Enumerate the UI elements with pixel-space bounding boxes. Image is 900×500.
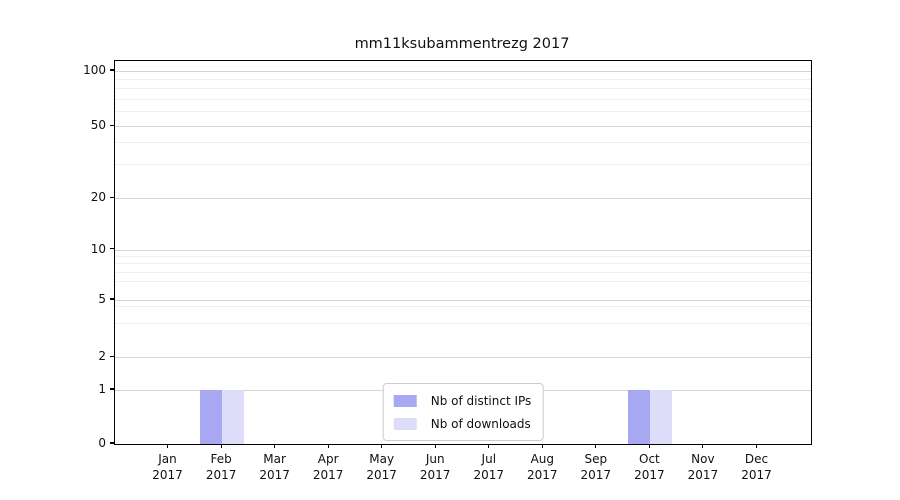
minor-gridline xyxy=(115,142,811,144)
plot-area: Nb of distinct IPs Nb of downloads xyxy=(114,60,812,445)
x-tick-mark-oct xyxy=(648,444,650,448)
x-tick-label-oct: Oct 2017 xyxy=(619,451,679,483)
legend-label-downloads: Nb of downloads xyxy=(430,416,531,431)
minor-gridline xyxy=(115,88,811,90)
y-tick-label-20: 20 xyxy=(90,190,106,205)
x-tick-year: 2017 xyxy=(419,468,451,482)
x-tick-label-nov: Nov 2017 xyxy=(673,451,733,483)
y-tick-mark-100 xyxy=(110,69,114,71)
x-tick-year: 2017 xyxy=(205,468,237,482)
x-tick-mark-dec xyxy=(755,444,758,448)
x-tick-mark-may xyxy=(381,444,383,448)
x-tick-label-apr: Apr 2017 xyxy=(298,451,358,483)
major-gridline-100 xyxy=(115,71,811,72)
y-tick-mark-2 xyxy=(110,355,114,357)
x-tick-year: 2017 xyxy=(580,468,612,482)
x-tick-year: 2017 xyxy=(741,468,772,482)
x-tick-mark-nov xyxy=(702,444,704,448)
bar-nb-of-downloads-feb xyxy=(222,390,245,444)
y-tick-label-100: 100 xyxy=(83,63,106,77)
y-tick-label-0: 0 xyxy=(98,436,106,450)
x-tick-month: Sep xyxy=(584,452,608,466)
x-tick-year: 2017 xyxy=(527,468,558,482)
minor-gridline xyxy=(115,79,811,80)
x-tick-year: 2017 xyxy=(366,468,397,482)
y-tick-mark-0 xyxy=(110,442,114,444)
x-tick-year: 2017 xyxy=(312,468,344,482)
x-tick-label-jul: Jul 2017 xyxy=(459,451,519,483)
x-tick-mark-apr xyxy=(327,444,329,448)
x-tick-month: Feb xyxy=(210,452,232,466)
x-tick-label-may: May 2017 xyxy=(352,451,412,483)
major-gridline-20 xyxy=(115,198,811,200)
major-gridline-2 xyxy=(115,357,811,359)
minor-gridline xyxy=(115,323,811,324)
x-tick-year: 2017 xyxy=(152,468,183,482)
major-gridline-5 xyxy=(115,300,811,301)
x-tick-mark-mar xyxy=(274,444,276,448)
major-gridline-10 xyxy=(115,249,811,251)
x-tick-month: Jan xyxy=(158,452,177,466)
y-tick-label-50: 50 xyxy=(90,118,106,133)
y-tick-label-1: 1 xyxy=(98,382,106,396)
minor-gridline xyxy=(115,164,811,166)
y-tick-label-10: 10 xyxy=(90,241,106,256)
x-tick-month: Jun xyxy=(425,452,445,466)
y-tick-label-5: 5 xyxy=(98,292,106,306)
x-tick-month: Mar xyxy=(263,452,286,466)
x-tick-mark-jul xyxy=(488,444,490,448)
x-tick-month: Jul xyxy=(481,452,497,466)
x-tick-month: Aug xyxy=(530,452,555,466)
y-tick-mark-10 xyxy=(110,248,114,250)
x-tick-label-feb: Feb 2017 xyxy=(191,451,251,483)
minor-gridline xyxy=(115,98,811,100)
legend: Nb of distinct IPs Nb of downloads xyxy=(382,383,544,441)
minor-gridline xyxy=(115,305,811,307)
legend-swatch-distinct-ips xyxy=(393,394,417,407)
x-tick-month: May xyxy=(369,452,395,466)
x-tick-mark-jan xyxy=(166,444,169,448)
major-gridline-50 xyxy=(115,126,811,128)
chart-title: mm11ksubammentrezg 2017 xyxy=(354,36,570,52)
x-tick-month: Apr xyxy=(317,452,339,466)
minor-gridline xyxy=(115,263,811,265)
x-tick-label-jun: Jun 2017 xyxy=(405,451,465,483)
x-tick-label-mar: Mar 2017 xyxy=(245,451,305,483)
legend-entry-downloads: Nb of downloads xyxy=(393,412,532,435)
x-tick-month: Nov xyxy=(691,452,715,466)
x-tick-year: 2017 xyxy=(687,468,719,482)
bar-nb-of-downloads-oct xyxy=(650,390,673,444)
x-tick-mark-feb xyxy=(220,444,222,448)
x-tick-label-sep: Sep 2017 xyxy=(566,451,626,483)
x-tick-year: 2017 xyxy=(634,468,665,482)
x-tick-year: 2017 xyxy=(259,468,290,482)
minor-gridline xyxy=(115,280,811,282)
y-tick-mark-50 xyxy=(110,124,114,126)
x-tick-mark-sep xyxy=(595,444,597,448)
x-tick-mark-aug xyxy=(541,444,543,448)
x-tick-label-dec: Dec 2017 xyxy=(727,451,787,483)
y-tick-label-2: 2 xyxy=(98,349,106,364)
legend-label-distinct-ips: Nb of distinct IPs xyxy=(430,393,532,408)
legend-entry-distinct-ips: Nb of distinct IPs xyxy=(393,389,532,412)
legend-swatch-downloads xyxy=(393,417,417,430)
x-tick-label-aug: Aug 2017 xyxy=(512,451,572,483)
y-tick-mark-5 xyxy=(110,298,114,300)
x-tick-year: 2017 xyxy=(473,468,505,482)
minor-gridline xyxy=(115,110,811,112)
y-tick-mark-20 xyxy=(110,196,114,198)
x-tick-label-jan: Jan 2017 xyxy=(138,451,198,483)
minor-gridline xyxy=(115,256,811,258)
bar-nb-of-distinct-ips-feb xyxy=(200,390,223,444)
x-tick-month: Oct xyxy=(639,452,660,466)
bar-nb-of-distinct-ips-oct xyxy=(628,390,651,444)
x-tick-month: Dec xyxy=(744,452,769,466)
minor-gridline xyxy=(115,271,811,273)
y-tick-mark-1 xyxy=(110,388,114,390)
x-tick-mark-jun xyxy=(434,444,436,448)
